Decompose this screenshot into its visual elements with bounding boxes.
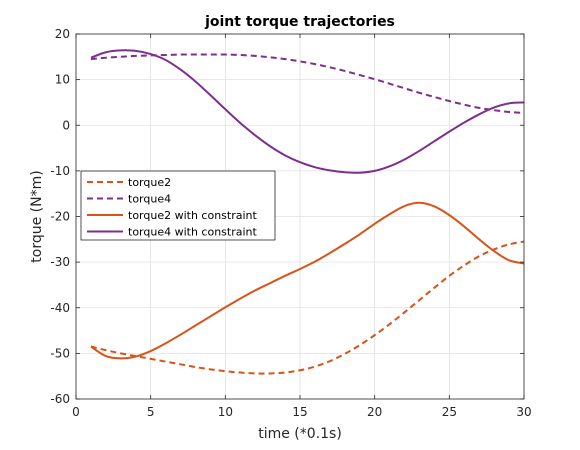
series-line-0 xyxy=(90,240,525,375)
y-axis-label: torque (N*m) xyxy=(29,170,45,262)
legend-label-1: torque4 xyxy=(128,193,171,206)
x-tick-label: 15 xyxy=(292,405,307,419)
series-line-1 xyxy=(90,53,525,114)
y-tick-label: 20 xyxy=(55,27,70,41)
y-tick-label: -20 xyxy=(50,210,70,224)
x-tick-label: 20 xyxy=(367,405,382,419)
chart-title: joint torque trajectories xyxy=(204,14,395,30)
y-tick-label: -30 xyxy=(50,255,70,269)
series-line-3 xyxy=(90,49,525,174)
series-layer xyxy=(90,49,525,375)
x-axis-label: time (*0.1s) xyxy=(258,426,342,442)
y-tick-label: -50 xyxy=(50,346,70,360)
legend-box xyxy=(80,170,276,241)
x-tick-label: 10 xyxy=(218,405,233,419)
y-tick-label: -60 xyxy=(50,392,70,406)
series-line-2 xyxy=(90,201,525,360)
legend: torque2 torque4 torque2 with constraint tor… xyxy=(80,170,276,241)
y-tick-label: 0 xyxy=(62,118,70,132)
legend-label-3: torque4 with constraint xyxy=(128,226,258,239)
y-tick-label: 10 xyxy=(55,73,70,87)
x-tick-label: 25 xyxy=(442,405,457,419)
y-tick-label: -40 xyxy=(50,301,70,315)
ticks: 0 5 10 15 20 25 30 -60 -50 -40 -30 -20 -10 0 10 20 xyxy=(50,27,531,419)
y-tick-label: -10 xyxy=(50,164,70,178)
x-tick-label: 30 xyxy=(516,405,531,419)
x-tick-label: 5 xyxy=(147,405,155,419)
legend-label-0: torque2 xyxy=(128,176,171,189)
x-tick-label: 0 xyxy=(72,405,80,419)
legend-label-2: torque2 with constraint xyxy=(128,209,258,222)
